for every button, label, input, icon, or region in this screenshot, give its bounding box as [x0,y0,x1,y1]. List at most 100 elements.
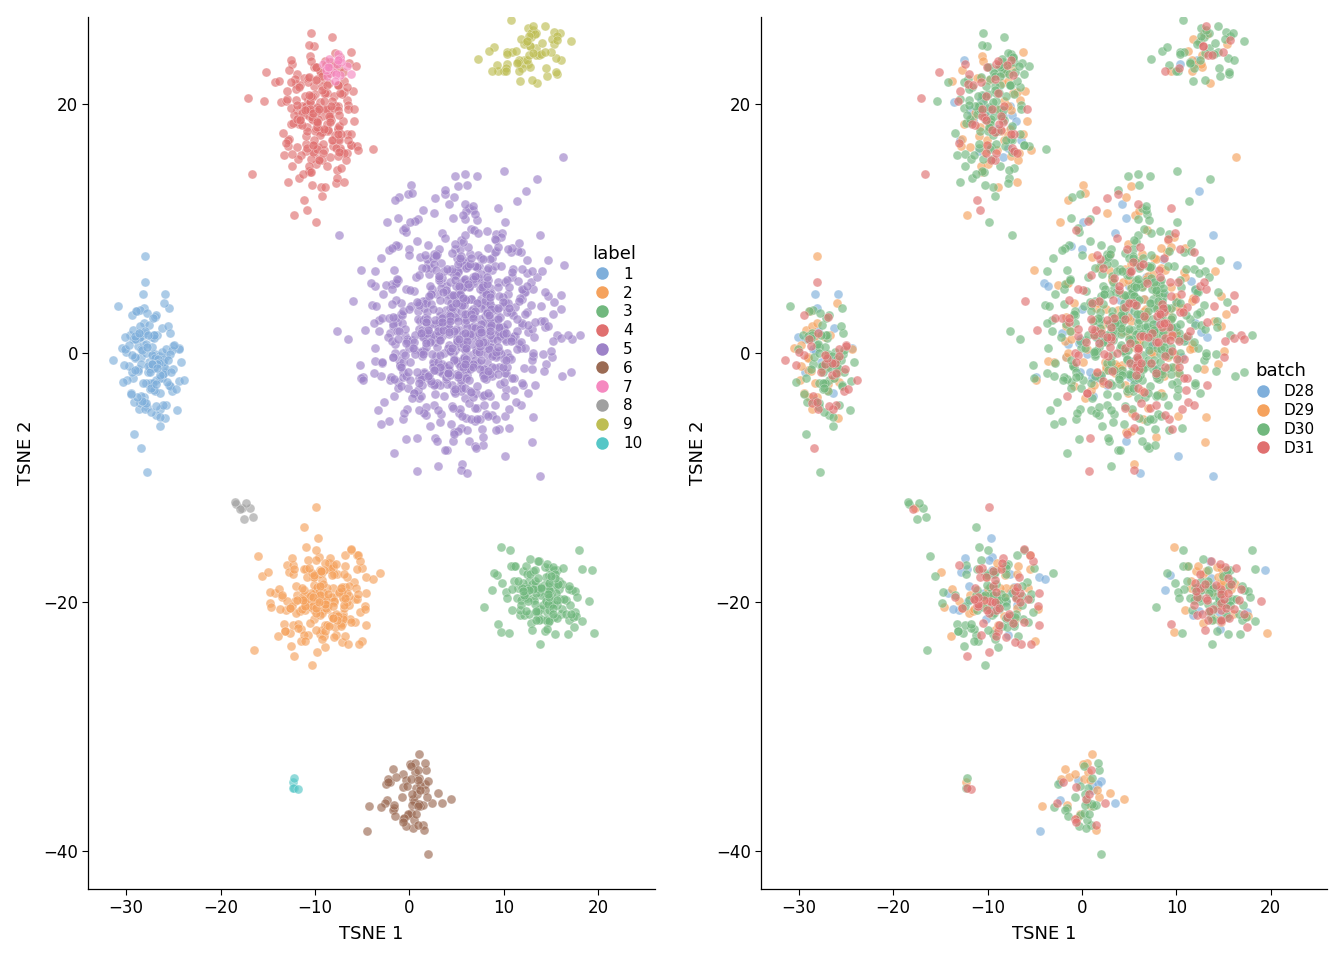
Point [985,57,1007,72]
Point [1004,610,1025,625]
Point [409,375,430,391]
Point [1210,578,1231,593]
Point [1009,92,1031,108]
Point [1001,119,1023,134]
Point [969,71,991,86]
Point [410,325,431,341]
Point [989,597,1011,612]
Point [1153,304,1175,320]
Point [450,232,472,248]
Point [949,91,970,107]
Point [973,599,995,614]
Point [551,368,573,383]
Point [1133,384,1154,399]
Point [1114,210,1136,226]
Point [1245,613,1266,629]
Point [384,345,406,360]
Point [1200,603,1222,618]
Point [429,268,450,283]
Point [1122,384,1144,399]
Point [1118,278,1140,294]
Point [978,114,1000,130]
Point [1111,311,1133,326]
Point [384,275,406,290]
Point [1007,580,1028,595]
Point [966,602,988,617]
Point [535,569,556,585]
Point [297,102,319,117]
Point [1224,150,1246,165]
Point [1241,541,1262,557]
Point [1150,408,1172,423]
Point [1132,383,1153,398]
Point [302,145,324,160]
Point [988,592,1009,608]
Point [524,562,546,577]
Point [456,361,477,376]
Point [1114,261,1136,276]
Point [468,325,489,341]
Point [255,64,277,80]
Point [551,52,573,67]
Point [1208,605,1230,620]
Point [1164,540,1185,555]
Point [1142,339,1164,354]
Point [464,321,485,336]
Point [583,626,605,641]
Point [970,552,992,567]
Point [1107,442,1129,457]
Point [313,84,335,100]
Point [405,327,426,343]
Point [314,85,336,101]
Point [430,280,452,296]
Point [1202,585,1223,600]
Point [316,617,337,633]
Point [335,628,356,643]
Point [441,296,462,311]
Point [980,139,1001,155]
Point [417,256,438,272]
Point [308,101,329,116]
Point [1132,328,1153,344]
Point [1146,300,1168,316]
Point [521,264,543,279]
Point [513,589,535,605]
Point [392,365,414,380]
Point [301,177,323,192]
Point [499,279,520,295]
Point [1122,323,1144,338]
Point [1083,348,1105,364]
Point [1206,313,1227,328]
Point [1167,365,1188,380]
Point [1169,590,1191,606]
Point [387,331,409,347]
Point [273,616,294,632]
Point [462,311,484,326]
Point [1157,326,1179,342]
Point [1146,315,1168,330]
Point [1160,63,1181,79]
Point [313,102,335,117]
Point [1167,163,1188,179]
Point [437,285,458,300]
Point [534,577,555,592]
Point [1160,567,1181,583]
Point [794,323,816,338]
Point [1103,311,1125,326]
Point [1081,771,1102,786]
Point [312,83,333,98]
Point [1075,791,1097,806]
Point [1216,566,1238,582]
Point [1145,437,1167,452]
Point [327,324,348,339]
Point [305,60,327,75]
Point [816,351,837,367]
Point [456,204,477,219]
Point [1074,771,1095,786]
Point [1085,344,1106,359]
Point [137,327,159,343]
Point [414,310,435,325]
Point [1125,337,1146,352]
Point [429,327,450,343]
Point [386,237,407,252]
